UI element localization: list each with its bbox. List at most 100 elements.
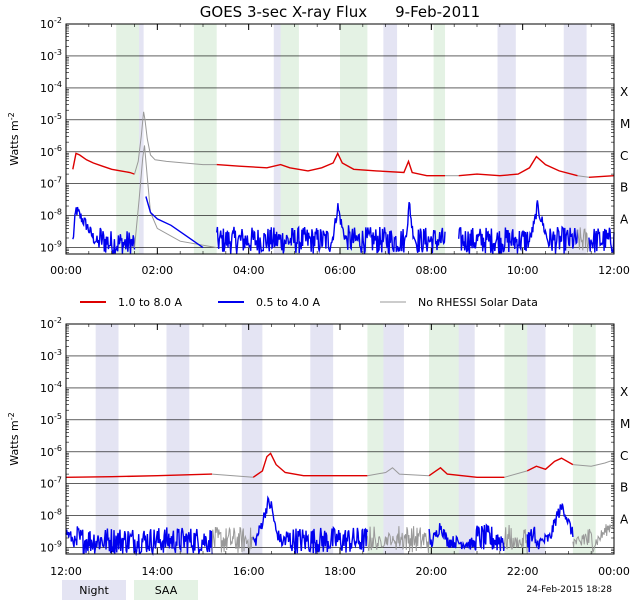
saa-band	[340, 24, 368, 254]
series-line-blue	[216, 201, 446, 256]
y-tick-exponent: -9	[54, 540, 62, 549]
x-tick-label: 22:00	[507, 565, 539, 578]
y-tick-label: 10-5	[40, 112, 62, 127]
series-line-gray	[211, 526, 254, 554]
series-line-gray	[366, 526, 430, 554]
night-band	[381, 324, 404, 554]
y-tick-base: 10	[40, 50, 54, 63]
x-tick-label: 20:00	[415, 565, 447, 578]
generation-timestamp: 24-Feb-2015 18:28	[526, 585, 612, 595]
y-tick-exponent: -8	[54, 508, 62, 517]
x-tick-label: 00:00	[598, 565, 630, 578]
series-line-gray	[572, 459, 615, 467]
x-tick-label: 12:00	[50, 565, 82, 578]
title-date: 9-Feb-2011	[395, 3, 480, 21]
series-line-red	[428, 466, 505, 478]
night-band	[383, 24, 398, 254]
y-tick-label: 10-4	[40, 380, 62, 395]
shade-legend-swatch	[134, 580, 198, 600]
series-line-red	[65, 473, 213, 478]
top-panel: 10-210-310-410-510-610-710-810-9XMCBAWat…	[7, 16, 630, 277]
legend-label: 0.5 to 4.0 A	[256, 296, 321, 309]
series-line-blue	[526, 503, 574, 553]
y-tick-base: 10	[40, 210, 54, 223]
y-tick-label: 10-2	[40, 316, 62, 331]
y-tick-base: 10	[40, 146, 54, 159]
y-tick-base: 10	[40, 446, 54, 459]
series-line-gray	[577, 175, 589, 178]
series-line-red	[216, 151, 445, 177]
flare-class-label: M	[620, 117, 630, 131]
flare-class-label: B	[620, 181, 628, 195]
y-tick-exponent: -4	[54, 80, 62, 89]
series-line-red	[588, 175, 615, 178]
x-tick-label: 06:00	[324, 264, 356, 277]
y-tick-label: 10-5	[40, 412, 62, 427]
y-tick-exponent: -2	[54, 316, 62, 325]
legend-label: No RHESSI Solar Data	[418, 296, 538, 309]
shade-legend-swatch	[62, 580, 126, 600]
flare-class-label: C	[620, 449, 628, 463]
y-tick-label: 10-4	[40, 80, 62, 95]
series-line-blue	[588, 227, 615, 253]
bottom-panel: 10-210-310-410-510-610-710-810-9XMCBAWat…	[7, 316, 630, 578]
y-tick-exponent: -3	[54, 348, 62, 357]
y-tick-exponent: -4	[54, 380, 62, 389]
y-tick-base: 10	[40, 414, 54, 427]
y-axis-title-main: Watts m	[8, 420, 21, 465]
y-tick-base: 10	[40, 18, 54, 31]
legend-label: 1.0 to 8.0 A	[118, 296, 183, 309]
series-line-gray	[577, 227, 590, 253]
y-tick-exponent: -5	[54, 112, 62, 121]
series-line-blue	[72, 206, 136, 254]
night-band	[273, 24, 283, 254]
chart-title: GOES 3-sec X-ray Flux 9-Feb-2011	[200, 3, 480, 21]
y-tick-base: 10	[40, 114, 54, 127]
legend: 1.0 to 8.0 A 0.5 to 4.0 A No RHESSI Solar …	[80, 296, 538, 309]
series-line-gray	[134, 111, 217, 175]
y-tick-label: 10-3	[40, 348, 62, 363]
series-line-gray	[504, 470, 528, 478]
y-tick-base: 10	[40, 178, 54, 191]
y-axis-title-main: Watts m	[8, 120, 21, 165]
saa-band	[280, 24, 299, 254]
saa-band	[116, 24, 140, 254]
night-band	[166, 324, 190, 554]
title-label: GOES 3-sec X-ray Flux	[200, 3, 367, 21]
y-tick-label: 10-9	[40, 540, 62, 555]
flare-class-label: C	[620, 149, 628, 163]
x-tick-label: 02:00	[141, 264, 173, 277]
series-line-gray	[572, 519, 615, 554]
saa-band	[367, 324, 384, 554]
series-line-red	[458, 155, 578, 177]
series-line-gray	[367, 467, 430, 477]
y-tick-base: 10	[40, 382, 54, 395]
y-tick-base: 10	[40, 478, 54, 491]
night-band	[241, 324, 263, 554]
y-tick-base: 10	[40, 510, 54, 523]
night-band	[497, 24, 516, 254]
saa-band	[572, 324, 596, 554]
flare-class-label: X	[620, 85, 628, 99]
x-tick-label: 10:00	[507, 264, 539, 277]
x-tick-label: 14:00	[141, 565, 173, 578]
series-line-red	[526, 457, 574, 472]
night-band	[563, 24, 587, 254]
y-tick-exponent: -8	[54, 208, 62, 217]
flare-class-label: M	[620, 417, 630, 431]
night-band	[310, 324, 334, 554]
y-axis-title: Watts m-2	[7, 412, 21, 465]
saa-band	[193, 24, 217, 254]
y-tick-exponent: -9	[54, 240, 62, 249]
series-line-blue	[145, 196, 204, 249]
x-tick-label: 00:00	[50, 264, 82, 277]
shade-legend-label: Night	[79, 584, 109, 597]
flare-class-label: A	[620, 513, 629, 527]
series-line-blue	[65, 526, 213, 557]
x-tick-label: 08:00	[415, 264, 447, 277]
night-band	[522, 324, 546, 554]
saa-band	[433, 24, 446, 254]
series-line-gray	[212, 473, 254, 478]
y-tick-label: 10-8	[40, 508, 62, 523]
